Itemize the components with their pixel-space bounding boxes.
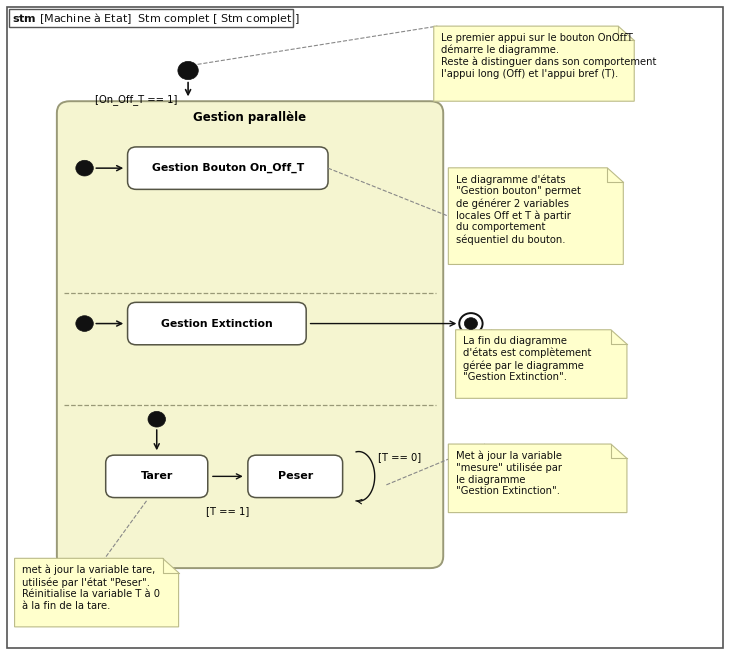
Polygon shape [15,558,179,627]
Circle shape [76,161,93,176]
FancyBboxPatch shape [9,9,293,27]
Polygon shape [456,330,627,398]
Text: Tarer: Tarer [141,471,173,481]
Text: Version Aca
démiqu: Version Aca démiqu [83,253,179,374]
Text: La fin du diagramme
d'états est complètement
gérée par le diagramme
"Gestion Ext: La fin du diagramme d'états est complète… [463,336,591,382]
FancyBboxPatch shape [57,101,443,568]
FancyBboxPatch shape [106,455,208,498]
Text: ne Dévelop: ne Dévelop [108,371,184,478]
FancyBboxPatch shape [128,147,328,189]
Text: Le premier appui sur le bouton OnOffT
démarre le diagramme.
Reste à distinguer d: Le premier appui sur le bouton OnOffT dé… [441,33,656,78]
Text: Met à jour la variable
"mesure" utilisée par
le diagramme
"Gestion Extinction".: Met à jour la variable "mesure" utilisée… [456,451,561,496]
Text: $\bf{stm}$ [Machine à Etat]  Stm complet [ Stm complet ]: $\bf{stm}$ [Machine à Etat] Stm complet … [12,11,300,25]
Text: met à jour la variable tare,
utilisée par l'état "Peser".
Réinitialise la variab: met à jour la variable tare, utilisée pa… [22,565,160,611]
Circle shape [178,61,198,80]
FancyBboxPatch shape [248,455,343,498]
Text: Version Aca: Version Aca [326,285,403,394]
Circle shape [464,318,477,329]
Circle shape [459,313,483,334]
Text: ne Dévelop: ne Dévelop [341,404,417,511]
FancyBboxPatch shape [128,302,306,345]
Circle shape [76,316,93,332]
Text: [T == 1]: [T == 1] [206,505,249,516]
Text: Version Ac: Version Ac [518,231,590,330]
FancyBboxPatch shape [7,7,723,648]
Polygon shape [434,26,634,101]
Text: Gestion Extinction: Gestion Extinction [161,319,273,328]
Polygon shape [448,444,627,513]
Text: erdit: erdit [621,549,662,600]
Text: Gestion Bouton On_Off_T: Gestion Bouton On_Off_T [152,163,304,173]
Text: Gestion parallèle: Gestion parallèle [193,111,307,124]
Circle shape [148,411,165,427]
Text: [T == 0]: [T == 0] [378,452,421,462]
Polygon shape [448,168,623,264]
Text: Peser: Peser [278,471,313,481]
Text: Le diagramme d'états
"Gestion bouton" permet
de générer 2 variables
locales Off : Le diagramme d'états "Gestion bouton" pe… [456,174,580,245]
Text: [On_Off_T == 1]: [On_Off_T == 1] [95,95,177,105]
